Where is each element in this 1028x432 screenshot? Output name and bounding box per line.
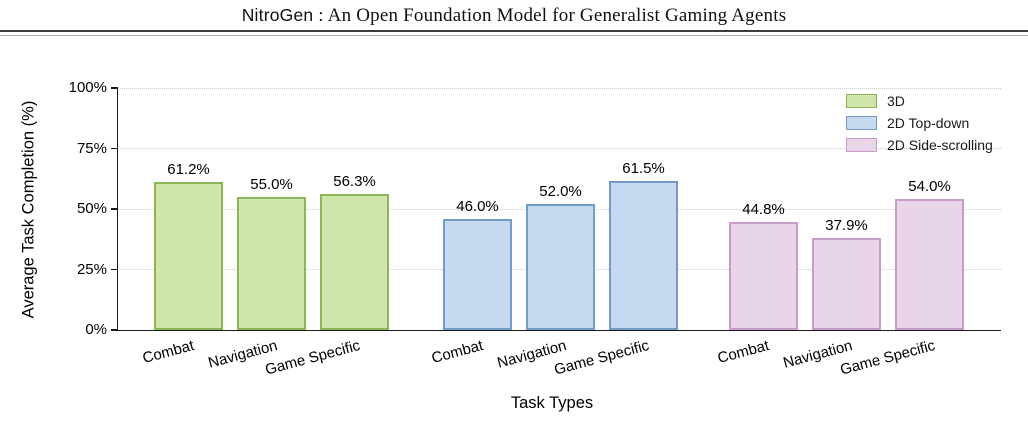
ytick-mark-100 <box>111 87 118 89</box>
bar-2d-side-scrolling-combat <box>729 221 798 330</box>
xtick-label-game-specific-3d: Game Specific <box>263 337 362 379</box>
bar-3d-combat <box>154 181 223 330</box>
legend: 3D 2D Top-down 2D Side-scrolling <box>846 93 993 159</box>
ytick-label-100: 100% <box>68 79 107 96</box>
gridline-100 <box>118 87 1001 89</box>
bar-2d-side-scrolling-navigation <box>812 238 881 330</box>
bar-value-2d-side-scrolling-navigation: 37.9% <box>825 217 868 235</box>
legend-row-2d-side-scrolling: 2D Side-scrolling <box>846 137 993 153</box>
ytick-label-25: 25% <box>76 260 107 278</box>
bar-2d-side-scrolling-game-specific <box>895 199 964 330</box>
ytick-mark-50 <box>111 208 118 210</box>
page-title: NitroGen : An Open Foundation Model for … <box>0 5 1028 27</box>
title-rest: : An Open Foundation Model for Generalis… <box>313 5 787 26</box>
legend-row-2d-top-down: 2D Top-down <box>846 115 993 131</box>
ytick-mark-75 <box>111 147 118 150</box>
bar-value-2d-side-scrolling-combat: 44.8% <box>742 200 785 218</box>
bar-value-2d-top-down-combat: 46.0% <box>456 197 499 215</box>
legend-swatch-2d-side-scrolling <box>846 138 877 152</box>
bar-value-2d-top-down-game-specific: 61.5% <box>622 160 665 178</box>
ytick-mark-25 <box>111 268 118 271</box>
bar-value-3d-combat: 61.2% <box>167 160 210 178</box>
bar-value-3d-navigation: 55.0% <box>250 175 293 193</box>
legend-swatch-2d-top-down <box>846 116 877 130</box>
bar-value-2d-side-scrolling-game-specific: 54.0% <box>908 178 951 196</box>
y-axis-title: Average Task Completion (%) <box>19 100 38 318</box>
plot-area: 0% 25% 50% 75% 100% 61.2% 55.0% 56.3% 46.0% 52.0… <box>69 80 1001 379</box>
xtick-label-combat-2d-top-down: Combat <box>429 337 485 368</box>
bar-2d-top-down-game-specific <box>609 181 678 330</box>
legend-row-3d: 3D <box>846 93 993 109</box>
xtick-label-game-specific-2d-side-scrolling: Game Specific <box>838 337 937 379</box>
gridline-75 <box>118 148 1001 150</box>
ytick-mark-0 <box>111 329 118 331</box>
xtick-label-combat-3d: Combat <box>140 337 196 368</box>
bar-3d-game-specific <box>320 193 389 330</box>
header-rule-dark <box>0 30 1028 33</box>
legend-label-2d-top-down: 2D Top-down <box>887 115 970 131</box>
legend-label-2d-side-scrolling: 2D Side-scrolling <box>887 137 993 153</box>
bar-value-2d-top-down-navigation: 52.0% <box>539 183 582 201</box>
xtick-label-game-specific-2d-top-down: Game Specific <box>552 337 651 379</box>
x-axis-title: Task Types <box>510 394 594 412</box>
xtick-label-combat-2d-side-scrolling: Combat <box>715 337 771 368</box>
header-rule-light <box>0 34 1028 36</box>
legend-label-3d: 3D <box>887 93 905 109</box>
bar-3d-navigation <box>237 196 306 330</box>
model-name: NitroGen <box>241 5 314 25</box>
ytick-label-0: 0% <box>85 321 107 338</box>
legend-swatch-3d <box>846 94 877 108</box>
bar-value-3d-game-specific: 56.3% <box>333 172 376 190</box>
ytick-label-75: 75% <box>76 139 107 157</box>
bar-2d-top-down-combat <box>443 218 512 330</box>
bar-2d-top-down-navigation <box>526 204 595 330</box>
ytick-label-50: 50% <box>76 200 107 217</box>
